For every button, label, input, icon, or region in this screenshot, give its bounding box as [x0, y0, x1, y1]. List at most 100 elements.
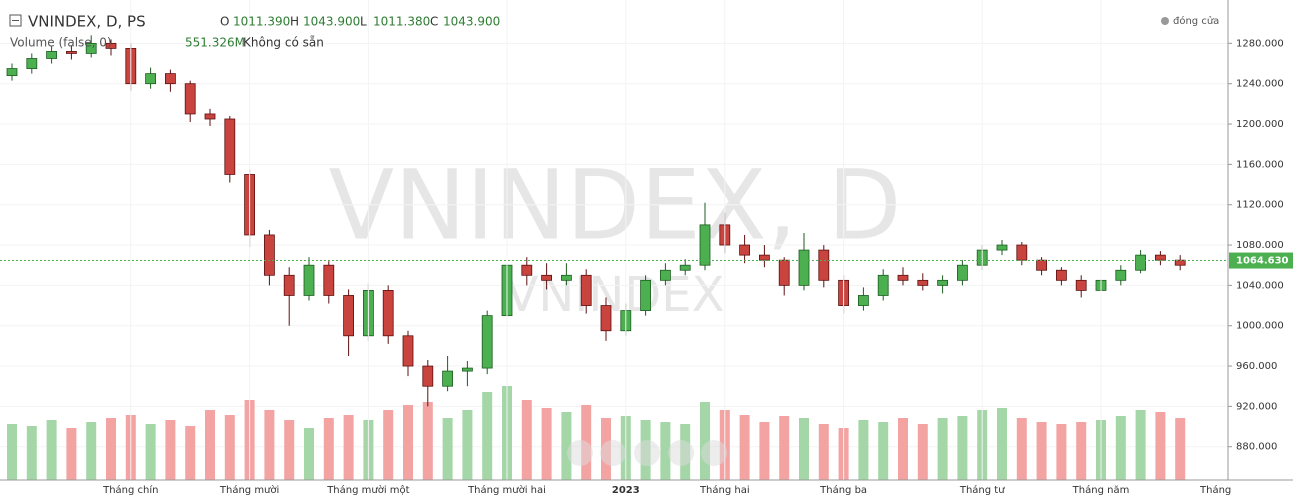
candle: [818, 245, 830, 288]
candle: [283, 267, 295, 326]
ohlc-key: H: [290, 15, 299, 29]
x-tick-label: Tháng hai: [699, 484, 750, 496]
x-tick-label: Tháng mười: [219, 484, 279, 496]
volume-bar: [957, 416, 968, 480]
candle-body: [858, 295, 869, 306]
candle: [263, 229, 275, 286]
zoom-in[interactable]: [668, 440, 694, 466]
ohlc-value: 1011.390: [233, 15, 290, 29]
volume-bar: [799, 418, 809, 480]
candle: [204, 108, 216, 127]
candle-body: [818, 249, 830, 281]
symbol[interactable]: VNINDEX, D, PS: [28, 13, 146, 31]
candle: [996, 240, 1008, 256]
volume-bar: [422, 402, 433, 480]
y-tick-label: 1160.000: [1236, 159, 1284, 170]
volume-bar: [521, 400, 532, 480]
candle: [917, 273, 929, 291]
candle-body: [481, 315, 493, 369]
status: đóng cửa: [1173, 15, 1219, 27]
candle-body: [85, 42, 97, 54]
candle: [541, 263, 552, 290]
candle: [679, 259, 691, 276]
status-dot: [1161, 17, 1169, 25]
candle-body: [66, 51, 77, 54]
zoom-out[interactable]: [600, 440, 626, 466]
volume-bar: [739, 415, 750, 480]
candle-body: [1056, 269, 1067, 281]
volume-note: Không có sẵn: [243, 36, 324, 50]
y-tick-label: 1000.000: [1236, 321, 1284, 332]
ohlc-key: O: [220, 15, 229, 29]
volume-bar: [1036, 422, 1047, 480]
candle-body: [1115, 269, 1127, 281]
candle-body: [660, 269, 671, 281]
y-tick-label: 1280.000: [1236, 38, 1284, 49]
volume-bar: [1016, 418, 1027, 480]
reset[interactable]: [634, 440, 660, 466]
y-tick-label: 880.000: [1236, 442, 1277, 453]
ohlc-value: 1043.900: [443, 15, 500, 29]
candle-body: [164, 73, 176, 85]
volume-bar: [403, 405, 413, 480]
volume-bar: [858, 420, 869, 480]
candle: [224, 115, 236, 183]
candle-body: [798, 249, 810, 286]
candle-body: [184, 83, 196, 115]
candle-body: [877, 274, 889, 296]
candle: [1056, 267, 1067, 286]
volume-bar: [26, 426, 37, 480]
candle: [481, 310, 493, 375]
volume-bar: [660, 422, 671, 480]
candle-body: [1155, 254, 1166, 261]
candle: [105, 39, 117, 56]
candle: [937, 275, 948, 294]
last-price-tag: [1229, 252, 1293, 269]
candle-body: [679, 264, 691, 271]
candle-body: [6, 68, 18, 77]
watermark-sub: VNINDEX: [506, 267, 725, 323]
volume-bar: [898, 418, 908, 480]
candle: [798, 232, 810, 291]
volume-bar: [205, 410, 215, 480]
candle-body: [402, 335, 414, 367]
candle: [164, 69, 176, 92]
nav-left[interactable]: [567, 440, 593, 466]
candle-body: [778, 259, 790, 286]
volume-bar: [541, 408, 552, 480]
volume-bar: [442, 418, 453, 480]
y-tick-label: 1040.000: [1236, 280, 1284, 291]
candle: [85, 35, 97, 58]
candle: [739, 234, 750, 264]
candle: [382, 285, 394, 344]
volume-bar: [106, 418, 116, 480]
candle: [422, 360, 434, 407]
volume-title[interactable]: Volume (false, 0): [10, 36, 112, 50]
volume-bar: [1076, 422, 1087, 480]
y-tick-label: 1120.000: [1236, 200, 1284, 211]
candle: [561, 263, 572, 286]
candle: [897, 267, 909, 286]
volume-bar: [818, 424, 829, 480]
volume-bar: [66, 428, 77, 480]
candle-body: [917, 279, 929, 286]
collapse-icon[interactable]: [9, 14, 22, 27]
candle-body: [1075, 279, 1087, 291]
candle-body: [145, 73, 157, 85]
volume-bar: [561, 412, 572, 480]
volume-bar: [145, 424, 156, 480]
candle: [402, 330, 414, 377]
candle-body: [1036, 259, 1047, 271]
volume-bar: [700, 402, 710, 480]
candle-body: [442, 370, 454, 387]
x-tick-label: 2023: [612, 485, 640, 496]
nav-right[interactable]: [701, 440, 727, 466]
volume-bar: [46, 420, 57, 480]
candle: [640, 275, 651, 316]
nav-buttons: [567, 440, 727, 466]
candle: [26, 53, 38, 74]
candle-body: [640, 279, 651, 311]
volume-bar: [383, 410, 394, 480]
y-tick-label: 920.000: [1236, 401, 1277, 412]
